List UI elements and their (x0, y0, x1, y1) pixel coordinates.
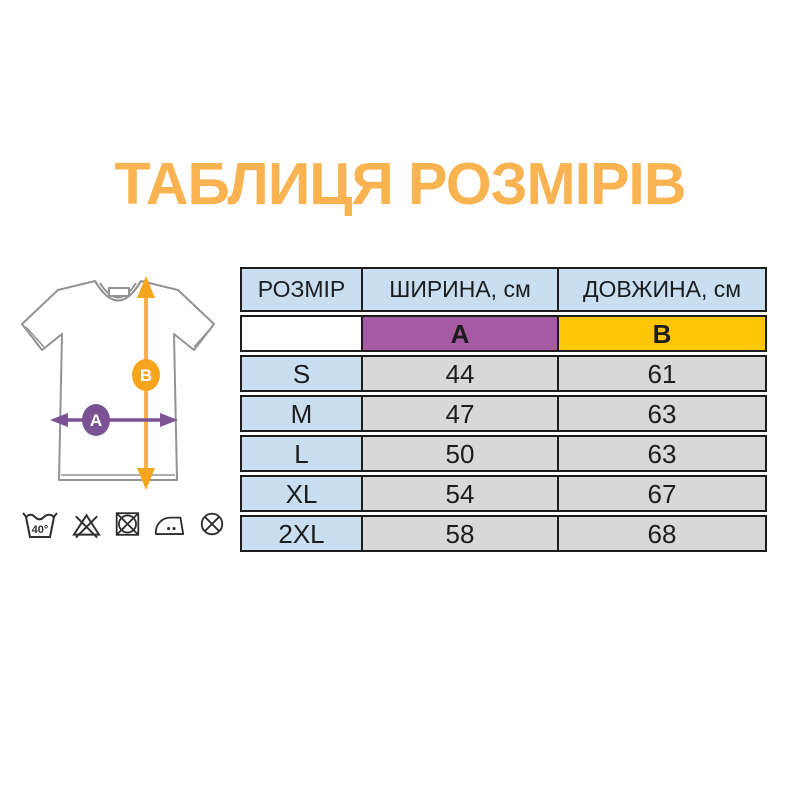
length-letter-cell: B (557, 315, 767, 352)
length-value-cell: 67 (557, 475, 767, 512)
do-not-bleach-icon (72, 509, 101, 539)
do-not-dry-clean-icon (198, 510, 226, 538)
header-length: ДОВЖИНА, см (557, 267, 767, 312)
size-cell: L (240, 435, 363, 472)
svg-text:B: B (140, 366, 152, 385)
width-value-cell: 47 (361, 395, 559, 432)
blank-cell (240, 315, 363, 352)
header-size: РОЗМІР (240, 267, 363, 312)
svg-text:A: A (90, 411, 102, 430)
length-value-cell: 68 (557, 515, 767, 552)
length-value-cell: 63 (557, 435, 767, 472)
care-symbols-row: 40° (21, 507, 226, 541)
tshirt-outline-icon: B A (21, 276, 215, 490)
svg-text:40°: 40° (32, 524, 49, 536)
size-cell: XL (240, 475, 363, 512)
size-cell: 2XL (240, 515, 363, 552)
width-letter-cell: A (361, 315, 559, 352)
tshirt-measurement-diagram: B A (16, 272, 224, 494)
iron-medium-icon (154, 511, 185, 537)
page-title: ТАБЛИЦЯ РОЗМІРІВ (114, 151, 687, 217)
length-value-cell: 61 (557, 355, 767, 392)
table-measure-row: A B (240, 315, 767, 352)
table-row: S 44 61 (240, 355, 767, 392)
table-header-row: РОЗМІР ШИРИНА, см ДОВЖИНА, см (240, 267, 767, 312)
size-table: РОЗМІР ШИРИНА, см ДОВЖИНА, см A B S 44 6… (240, 267, 767, 552)
width-value-cell: 58 (361, 515, 559, 552)
width-value-cell: 50 (361, 435, 559, 472)
size-cell: M (240, 395, 363, 432)
table-row: XL 54 67 (240, 475, 767, 512)
length-value-cell: 63 (557, 395, 767, 432)
length-measure-badge: B (132, 359, 160, 391)
header-width: ШИРИНА, см (361, 267, 559, 312)
table-row: 2XL 58 68 (240, 515, 767, 552)
width-measure-badge: A (82, 404, 110, 436)
width-value-cell: 44 (361, 355, 559, 392)
table-row: L 50 63 (240, 435, 767, 472)
table-row: M 47 63 (240, 395, 767, 432)
size-cell: S (240, 355, 363, 392)
width-value-cell: 54 (361, 475, 559, 512)
do-not-tumble-dry-icon (114, 510, 141, 538)
machine-wash-40-icon: 40° (21, 509, 59, 539)
